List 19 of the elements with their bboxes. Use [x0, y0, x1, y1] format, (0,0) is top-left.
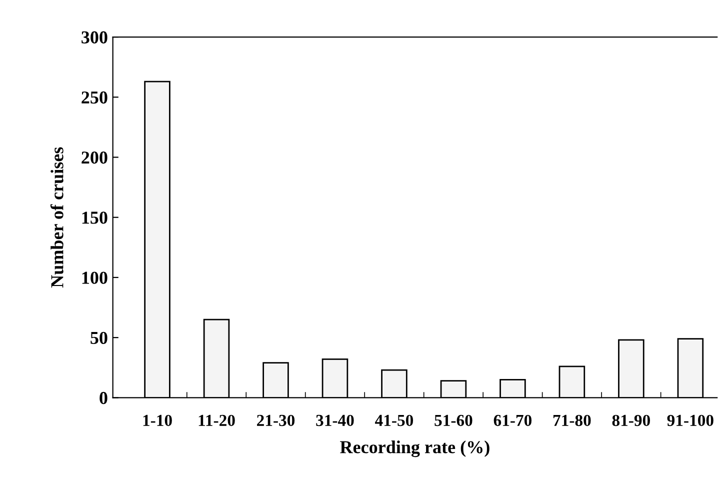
x-tick-label: 51-60 — [434, 414, 472, 426]
x-tick-label: 61-70 — [494, 414, 532, 426]
y-tick-label: 200 — [82, 152, 108, 164]
y-tick-label: 50 — [90, 332, 108, 344]
x-tick-label: 41-50 — [375, 414, 414, 426]
y-tick-label: 250 — [82, 91, 108, 104]
x-tick-label: 91-100 — [667, 414, 714, 426]
y-tick-label: 100 — [82, 272, 108, 284]
y-tick-label: 150 — [82, 212, 108, 224]
y-tick-label: 300 — [82, 31, 108, 44]
x-tick-label: 31-40 — [316, 414, 354, 426]
x-tick-label: 1-10 — [143, 414, 172, 426]
x-tick-label: 11-20 — [198, 414, 235, 426]
x-tick-label: 21-30 — [257, 414, 295, 426]
x-axis-title: Recording rate (%) — [340, 440, 490, 458]
x-tick-label: 71-80 — [553, 414, 591, 426]
y-tick-label: 0 — [100, 392, 108, 404]
x-tick-label: 81-90 — [612, 414, 650, 426]
y-axis-title: Number of cruises — [50, 147, 64, 288]
